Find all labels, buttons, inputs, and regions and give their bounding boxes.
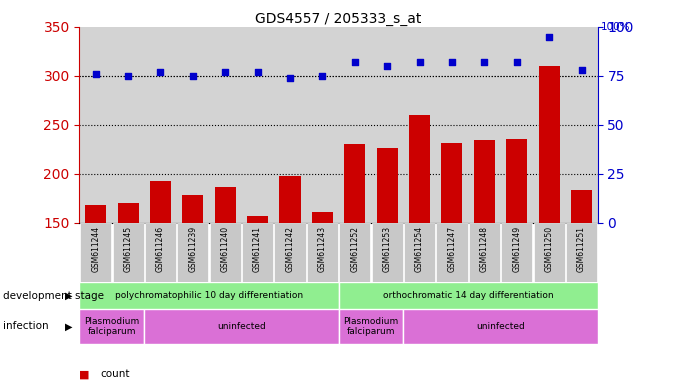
Text: GSM611247: GSM611247 — [448, 226, 457, 272]
Text: GSM611239: GSM611239 — [189, 226, 198, 272]
Point — [446, 59, 457, 65]
Point — [122, 73, 133, 79]
FancyBboxPatch shape — [274, 223, 305, 281]
FancyBboxPatch shape — [80, 223, 111, 281]
FancyBboxPatch shape — [339, 282, 598, 309]
Bar — [150, 180, 171, 223]
Text: GSM611245: GSM611245 — [124, 226, 133, 272]
Bar — [538, 66, 560, 223]
FancyBboxPatch shape — [404, 309, 598, 344]
Title: GDS4557 / 205333_s_at: GDS4557 / 205333_s_at — [256, 12, 422, 26]
Text: GSM611243: GSM611243 — [318, 226, 327, 272]
Bar — [117, 203, 139, 223]
FancyBboxPatch shape — [145, 223, 176, 281]
Bar — [279, 176, 301, 223]
Bar — [571, 190, 592, 223]
Text: orthochromatic 14 day differentiation: orthochromatic 14 day differentiation — [383, 291, 553, 300]
FancyBboxPatch shape — [144, 309, 339, 344]
FancyBboxPatch shape — [372, 223, 403, 281]
Point — [544, 34, 555, 40]
Text: GSM611241: GSM611241 — [253, 226, 262, 272]
Text: GSM611253: GSM611253 — [383, 226, 392, 272]
Point — [511, 59, 522, 65]
Text: GSM611254: GSM611254 — [415, 226, 424, 272]
Text: GSM611251: GSM611251 — [577, 226, 586, 272]
Text: GSM611244: GSM611244 — [91, 226, 100, 272]
Point — [349, 59, 360, 65]
Bar — [215, 187, 236, 223]
Bar — [474, 141, 495, 223]
FancyBboxPatch shape — [79, 309, 144, 344]
Text: GSM611240: GSM611240 — [220, 226, 229, 272]
Point — [479, 59, 490, 65]
Bar — [85, 205, 106, 223]
Bar — [377, 148, 398, 223]
FancyBboxPatch shape — [79, 282, 339, 309]
Text: 100%: 100% — [601, 22, 631, 32]
Point — [187, 73, 198, 79]
Text: GSM611242: GSM611242 — [285, 226, 294, 272]
FancyBboxPatch shape — [437, 223, 468, 281]
FancyBboxPatch shape — [501, 223, 532, 281]
Text: count: count — [100, 369, 130, 379]
Bar — [344, 144, 366, 223]
Text: uninfected: uninfected — [217, 322, 266, 331]
Bar — [312, 212, 333, 223]
Bar — [507, 139, 527, 223]
FancyBboxPatch shape — [242, 223, 273, 281]
Point — [381, 63, 392, 69]
Bar — [409, 115, 430, 223]
Point — [414, 59, 425, 65]
FancyBboxPatch shape — [404, 223, 435, 281]
Text: Plasmodium
falciparum: Plasmodium falciparum — [84, 317, 140, 336]
FancyBboxPatch shape — [307, 223, 338, 281]
Text: GSM611250: GSM611250 — [545, 226, 553, 272]
Text: Plasmodium
falciparum: Plasmodium falciparum — [343, 317, 399, 336]
FancyBboxPatch shape — [113, 223, 144, 281]
Text: GSM611252: GSM611252 — [350, 226, 359, 272]
FancyBboxPatch shape — [178, 223, 209, 281]
Point — [317, 73, 328, 79]
Point — [285, 75, 296, 81]
Text: GSM611246: GSM611246 — [156, 226, 165, 272]
FancyBboxPatch shape — [209, 223, 240, 281]
Text: ▶: ▶ — [65, 291, 73, 301]
Bar — [247, 216, 268, 223]
Text: ■: ■ — [79, 369, 90, 379]
Point — [576, 67, 587, 73]
Text: polychromatophilic 10 day differentiation: polychromatophilic 10 day differentiatio… — [115, 291, 303, 300]
FancyBboxPatch shape — [468, 223, 500, 281]
FancyBboxPatch shape — [533, 223, 565, 281]
Text: GSM611249: GSM611249 — [512, 226, 521, 272]
Text: infection: infection — [3, 321, 49, 331]
Point — [252, 69, 263, 75]
Text: ▶: ▶ — [65, 321, 73, 331]
Text: development stage: development stage — [3, 291, 104, 301]
Bar — [442, 143, 462, 223]
Bar — [182, 195, 203, 223]
Point — [90, 71, 101, 77]
Point — [155, 69, 166, 75]
Text: GSM611248: GSM611248 — [480, 226, 489, 272]
FancyBboxPatch shape — [339, 223, 370, 281]
Text: uninfected: uninfected — [476, 322, 525, 331]
FancyBboxPatch shape — [339, 309, 404, 344]
Point — [220, 69, 231, 75]
FancyBboxPatch shape — [566, 223, 597, 281]
